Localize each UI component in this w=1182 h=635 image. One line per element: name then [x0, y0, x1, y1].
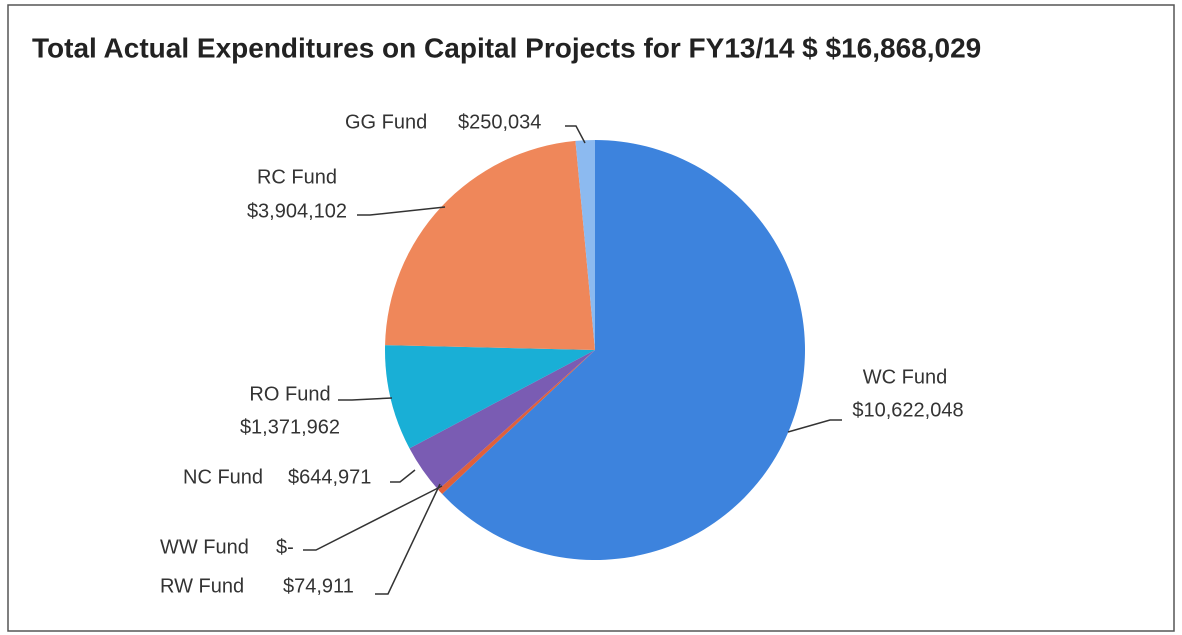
slice-label: GG Fund	[345, 111, 427, 133]
leader-line	[565, 125, 586, 144]
leader-line	[357, 206, 446, 216]
chart-title: Total Actual Expenditures on Capital Pro…	[32, 32, 981, 63]
pie-slice	[409, 350, 595, 490]
slice-label: NC Fund	[183, 466, 263, 488]
value-label: $-	[276, 536, 294, 558]
leader-line	[390, 469, 416, 483]
slice-label: RO Fund	[249, 383, 330, 405]
slice-label: RW Fund	[160, 575, 244, 597]
leader-line	[787, 419, 842, 433]
leader-line	[338, 397, 393, 401]
pie-slice	[438, 350, 595, 495]
slice-label: WW Fund	[160, 536, 249, 558]
value-label: $644,971	[288, 466, 371, 488]
slice-label: WC Fund	[863, 366, 947, 388]
value-label: $10,622,048	[852, 399, 963, 421]
frame	[7, 4, 1175, 632]
slice-label: RC Fund	[257, 166, 337, 188]
pie-slice	[442, 140, 805, 561]
value-label: $250,034	[458, 111, 541, 133]
pie-slice	[384, 345, 595, 449]
leader-line	[375, 483, 441, 595]
value-label: $1,371,962	[240, 416, 340, 438]
value-label: $74,911	[283, 575, 354, 597]
pie-slice	[575, 140, 595, 350]
value-label: $3,904,102	[247, 200, 347, 222]
pie-slice	[385, 140, 595, 350]
leader-line	[303, 485, 443, 551]
